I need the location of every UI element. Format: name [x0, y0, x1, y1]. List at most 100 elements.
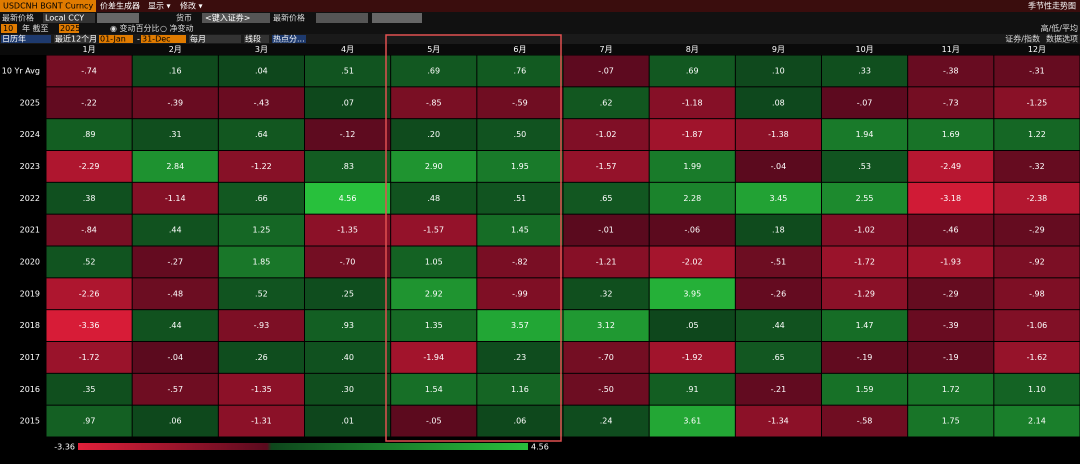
column-header: 7月: [600, 45, 613, 54]
label[interactable]: 高/低/平均: [1041, 23, 1078, 33]
field[interactable]: [97, 13, 139, 23]
cell-value: 3.61: [683, 417, 701, 426]
cell-value: -.82: [512, 257, 528, 266]
cell: [735, 87, 821, 119]
field[interactable]: [272, 35, 306, 43]
cell: [563, 182, 649, 214]
cell: [132, 405, 218, 437]
cell: [477, 182, 563, 214]
field[interactable]: [1, 35, 51, 43]
radio[interactable]: ○ 净变动: [160, 23, 194, 33]
cell-value: .89: [83, 130, 96, 139]
field[interactable]: [202, 13, 270, 23]
cell: [994, 151, 1080, 182]
cell: [649, 373, 735, 405]
cell-value: 1.16: [511, 385, 529, 394]
cell-value: .25: [341, 289, 354, 298]
cell: [46, 182, 132, 214]
menu-item[interactable]: 修改 ▾: [180, 1, 203, 11]
cell: [649, 246, 735, 278]
cell-value: .65: [772, 353, 785, 362]
cell-value: .51: [341, 66, 354, 75]
field[interactable]: [141, 35, 186, 43]
cell: [305, 342, 391, 373]
cell-value: 1.35: [425, 321, 443, 330]
cell: [563, 214, 649, 246]
cell: [563, 310, 649, 341]
radio[interactable]: ◉ 变动百分比: [110, 23, 160, 33]
cell: [649, 151, 735, 182]
cell: [46, 278, 132, 310]
cell-value: .38: [83, 194, 96, 203]
cell: [908, 151, 994, 182]
cell: [477, 342, 563, 373]
field[interactable]: [54, 35, 96, 43]
cell-value: -.43: [254, 98, 270, 107]
range-item: 最近12个月: [55, 34, 97, 44]
cell-value: -.92: [1029, 257, 1045, 266]
cell-value: -.04: [167, 353, 183, 362]
cell: [46, 405, 132, 437]
cell-value: -2.02: [682, 257, 703, 266]
cell-value: .18: [772, 226, 785, 235]
field-text: <键入证券>: [205, 13, 250, 23]
field[interactable]: [316, 13, 368, 23]
menu-item[interactable]: 价差生成器: [100, 1, 140, 11]
cell-value: 3.45: [770, 194, 788, 203]
ticker: USDCNH BGNT Curncy: [3, 2, 93, 11]
cell: [822, 310, 908, 341]
cell-value: 1.99: [683, 162, 701, 171]
menu-item[interactable]: 显示 ▾: [148, 2, 171, 11]
cell-value: -1.93: [940, 257, 961, 266]
cell: [477, 55, 563, 87]
button[interactable]: 数据选项: [1046, 34, 1078, 44]
field[interactable]: [244, 35, 269, 43]
field[interactable]: [59, 24, 79, 33]
row-label: 2016: [20, 385, 40, 394]
cell: [822, 151, 908, 182]
cell-value: 1.22: [1028, 130, 1046, 139]
field[interactable]: [189, 35, 241, 43]
field[interactable]: [372, 13, 422, 23]
field[interactable]: [1, 24, 17, 33]
field[interactable]: [43, 13, 95, 23]
cell: [305, 119, 391, 150]
cell-value: .91: [686, 385, 699, 394]
cell-value: .16: [169, 66, 182, 75]
ticker-box[interactable]: [0, 0, 96, 12]
cell-value: .51: [514, 194, 527, 203]
row-label: 2015: [20, 417, 40, 426]
cell: [477, 405, 563, 437]
cell-value: -.32: [1029, 162, 1045, 171]
cell-value: .53: [858, 162, 871, 171]
row-label: 2017: [20, 353, 40, 362]
cell-value: -1.57: [423, 226, 444, 235]
cell: [391, 405, 477, 437]
cell-value: .50: [514, 130, 527, 139]
cell: [391, 278, 477, 310]
field[interactable]: [99, 35, 133, 43]
cell-value: .44: [772, 321, 785, 330]
cell-value: -.19: [943, 353, 959, 362]
cell: [391, 310, 477, 341]
cell-value: -.29: [1029, 226, 1045, 235]
cell: [649, 342, 735, 373]
cell: [46, 151, 132, 182]
cell-value: .30: [341, 385, 354, 394]
button[interactable]: 证券/指数: [1005, 34, 1040, 44]
cell-value: .05: [686, 321, 699, 330]
cell-value: .35: [83, 385, 96, 394]
cell-value: 1.05: [425, 257, 443, 266]
cell: [305, 214, 391, 246]
cell-value: 1.25: [253, 226, 271, 235]
row-label: 2023: [20, 162, 40, 171]
cell: [735, 246, 821, 278]
cell: [908, 342, 994, 373]
cell-value: .69: [427, 66, 440, 75]
cell: [563, 87, 649, 119]
cell: [822, 405, 908, 437]
cell: [908, 182, 994, 214]
cell: [563, 405, 649, 437]
cell: [822, 119, 908, 150]
cell: [305, 373, 391, 405]
